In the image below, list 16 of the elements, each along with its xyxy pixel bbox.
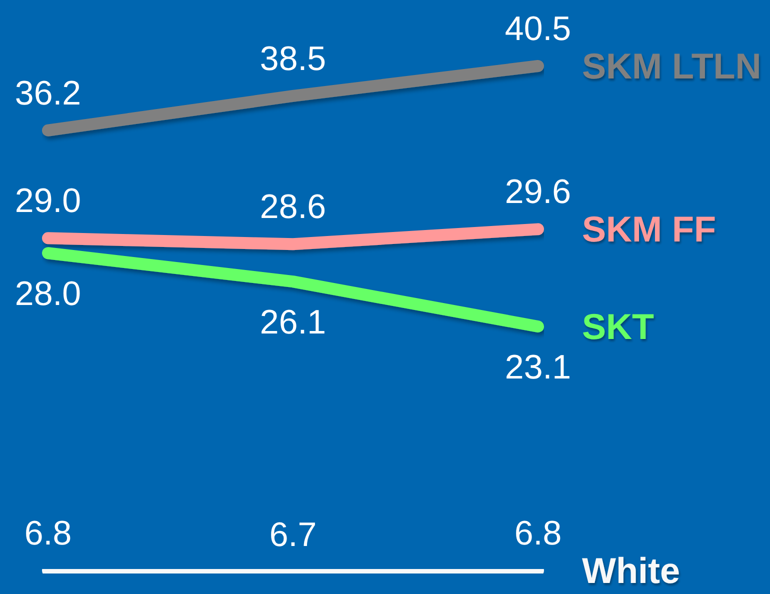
data-label: 29.6 — [504, 173, 572, 212]
data-label: 40.5 — [504, 10, 572, 48]
data-label: 28.0 — [14, 275, 82, 314]
data-label: 6.8 — [514, 514, 562, 553]
series-label: SKT — [582, 306, 654, 347]
data-label: 23.1 — [504, 348, 572, 386]
data-label: 28.6 — [260, 188, 326, 226]
data-label: 26.1 — [260, 304, 326, 342]
data-label: 29.0 — [14, 182, 82, 220]
data-label: 6.7 — [269, 516, 317, 554]
data-label: 6.8 — [24, 514, 72, 553]
series-label: SKM LTLN — [582, 46, 762, 86]
data-label: 36.2 — [14, 74, 82, 112]
data-label: 38.5 — [260, 40, 326, 78]
series-label: SKM FF — [582, 208, 716, 250]
series-label: White — [582, 550, 680, 592]
